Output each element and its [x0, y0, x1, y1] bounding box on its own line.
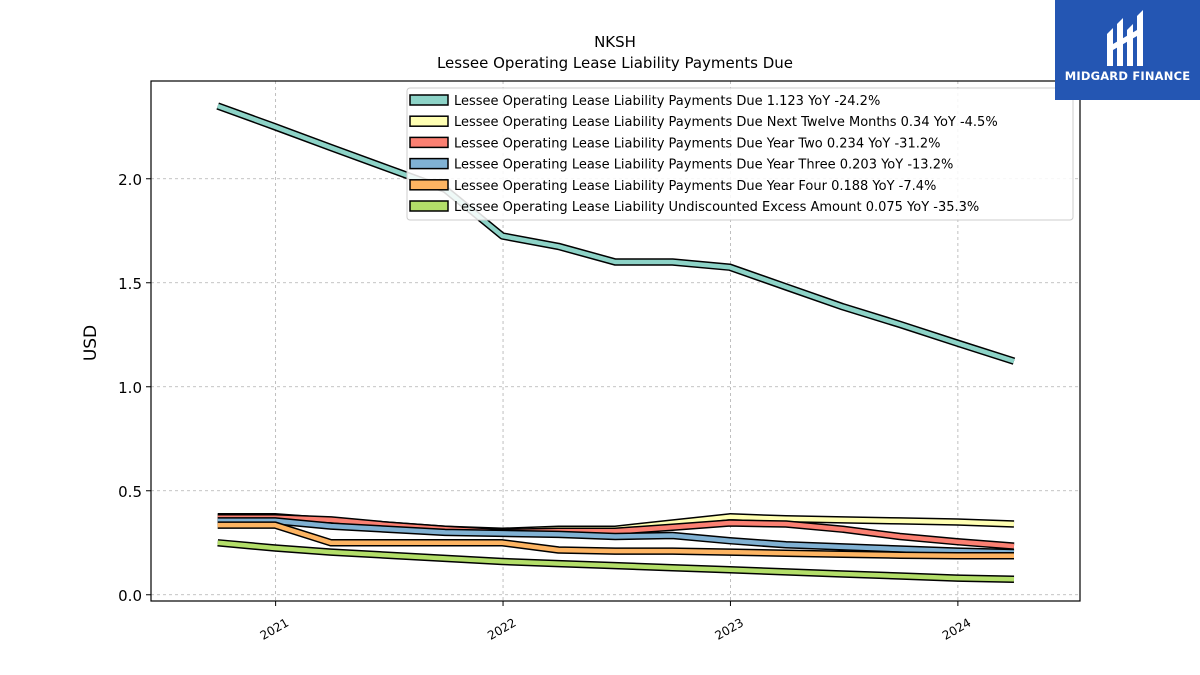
series-line [217, 515, 1015, 549]
series-line [217, 540, 1015, 582]
x-axis-ticks: 2021 2022 2023 2024 [258, 601, 973, 643]
brand-logo: MIDGARD FINANCE [1055, 0, 1200, 100]
x-tick-label: 2021 [258, 615, 291, 642]
legend-label: Lessee Operating Lease Liability Undisco… [454, 200, 979, 215]
y-axis-label: USD [81, 325, 101, 361]
series-4 [217, 517, 1015, 557]
legend-swatch [409, 115, 449, 127]
chart-title: NKSH [594, 33, 636, 51]
series-line [217, 518, 1015, 555]
plot-frame [150, 80, 1081, 602]
legend-swatch [409, 136, 449, 149]
legend: Lessee Operating Lease Liability Payment… [406, 87, 1074, 221]
y-tick-label: 1.5 [118, 275, 142, 293]
y-tick-label: 2.0 [118, 171, 142, 189]
legend-swatch [409, 157, 449, 170]
legend-label: Lessee Operating Lease Liability Payment… [454, 94, 880, 109]
x-tick-label: 2022 [485, 615, 518, 642]
legend-swatch [409, 179, 449, 191]
x-tick-label: 2024 [940, 615, 973, 642]
series-lines [216, 102, 1016, 583]
legend-item: Lessee Operating Lease Liability Payment… [409, 136, 940, 151]
y-tick-label: 1.0 [118, 379, 142, 397]
legend-item: Lessee Operating Lease Liability Undisco… [409, 200, 979, 215]
series-line [217, 522, 1014, 558]
series-line [216, 103, 1015, 364]
legend-item: Lessee Operating Lease Liability Payment… [409, 179, 936, 194]
legend-label: Lessee Operating Lease Liability Payment… [454, 115, 998, 130]
legend-item: Lessee Operating Lease Liability Payment… [409, 157, 953, 173]
y-axis-ticks: 0.0 0.5 1.0 1.5 2.0 [118, 171, 151, 605]
legend-item: Lessee Operating Lease Liability Payment… [409, 115, 998, 130]
series-6 [217, 539, 1015, 583]
mf-logo-icon [1107, 10, 1143, 66]
y-tick-label: 0.5 [118, 483, 142, 501]
y-tick-label: 0.0 [118, 587, 142, 605]
brand-name: MIDGARD FINANCE [1064, 69, 1191, 83]
legend-swatch [409, 200, 449, 212]
series-3 [217, 514, 1015, 550]
series-5 [217, 521, 1014, 560]
legend-label: Lessee Operating Lease Liability Payment… [454, 158, 953, 173]
legend-swatch [409, 94, 449, 106]
chart-subtitle: Lessee Operating Lease Liability Payment… [437, 54, 793, 72]
series-1 [216, 102, 1016, 365]
x-tick-label: 2023 [713, 615, 746, 642]
legend-label: Lessee Operating Lease Liability Payment… [454, 136, 940, 151]
legend-box [406, 87, 1074, 221]
legend-label: Lessee Operating Lease Liability Payment… [454, 179, 936, 194]
legend-item: Lessee Operating Lease Liability Payment… [409, 94, 880, 109]
